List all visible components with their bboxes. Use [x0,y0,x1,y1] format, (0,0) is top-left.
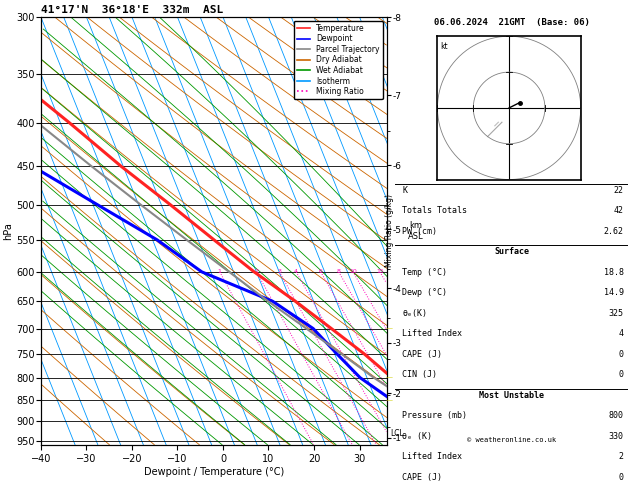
Text: Pressure (mb): Pressure (mb) [402,411,467,420]
Text: 2: 2 [619,452,624,461]
Text: 22: 22 [614,186,624,194]
Text: Lifted Index: Lifted Index [402,452,462,461]
Text: 800: 800 [609,411,624,420]
Text: Temp (°C): Temp (°C) [402,268,447,277]
Text: 0: 0 [619,370,624,379]
Text: 14.9: 14.9 [604,288,624,297]
Text: 2: 2 [255,269,259,275]
Text: 15: 15 [376,269,384,275]
Text: θₑ(K): θₑ(K) [402,309,427,318]
Text: 42: 42 [614,206,624,215]
Text: 6: 6 [319,269,323,275]
Text: CAPE (J): CAPE (J) [402,473,442,482]
Text: 325: 325 [609,309,624,318]
Text: 8: 8 [337,269,341,275]
Legend: Temperature, Dewpoint, Parcel Trajectory, Dry Adiabat, Wet Adiabat, Isotherm, Mi: Temperature, Dewpoint, Parcel Trajectory… [294,21,383,99]
Text: Most Unstable: Most Unstable [479,391,544,400]
Text: —: — [385,397,392,403]
Text: Lifted Index: Lifted Index [402,329,462,338]
Text: CIN (J): CIN (J) [402,370,437,379]
Text: θₑ (K): θₑ (K) [402,432,432,441]
Text: 4: 4 [619,329,624,338]
Text: 3: 3 [277,269,281,275]
Y-axis label: hPa: hPa [3,222,13,240]
Text: Surface: Surface [494,247,529,256]
Y-axis label: km
ASL: km ASL [408,221,423,241]
Text: 0: 0 [619,350,624,359]
Text: Dewp (°C): Dewp (°C) [402,288,447,297]
Text: 4: 4 [294,269,298,275]
Text: 10: 10 [349,269,357,275]
Text: Totals Totals: Totals Totals [402,206,467,215]
X-axis label: Dewpoint / Temperature (°C): Dewpoint / Temperature (°C) [144,467,284,477]
Text: —: — [385,375,392,381]
Text: 06.06.2024  21GMT  (Base: 06): 06.06.2024 21GMT (Base: 06) [434,18,589,27]
Text: —: — [385,326,392,331]
Text: K: K [402,186,407,194]
Text: Mixing Ratio (g/kg): Mixing Ratio (g/kg) [386,194,394,267]
Text: 41°17'N  36°18'E  332m  ASL: 41°17'N 36°18'E 332m ASL [41,5,223,15]
Text: CAPE (J): CAPE (J) [402,350,442,359]
Text: 0: 0 [619,473,624,482]
Text: PW (cm): PW (cm) [402,226,437,236]
Text: LCL: LCL [390,429,404,438]
Text: 1: 1 [218,269,221,275]
Text: 18.8: 18.8 [604,268,624,277]
Text: © weatheronline.co.uk: © weatheronline.co.uk [467,436,556,443]
Text: kt: kt [440,42,448,51]
Text: 2.62: 2.62 [604,226,624,236]
Text: 330: 330 [609,432,624,441]
